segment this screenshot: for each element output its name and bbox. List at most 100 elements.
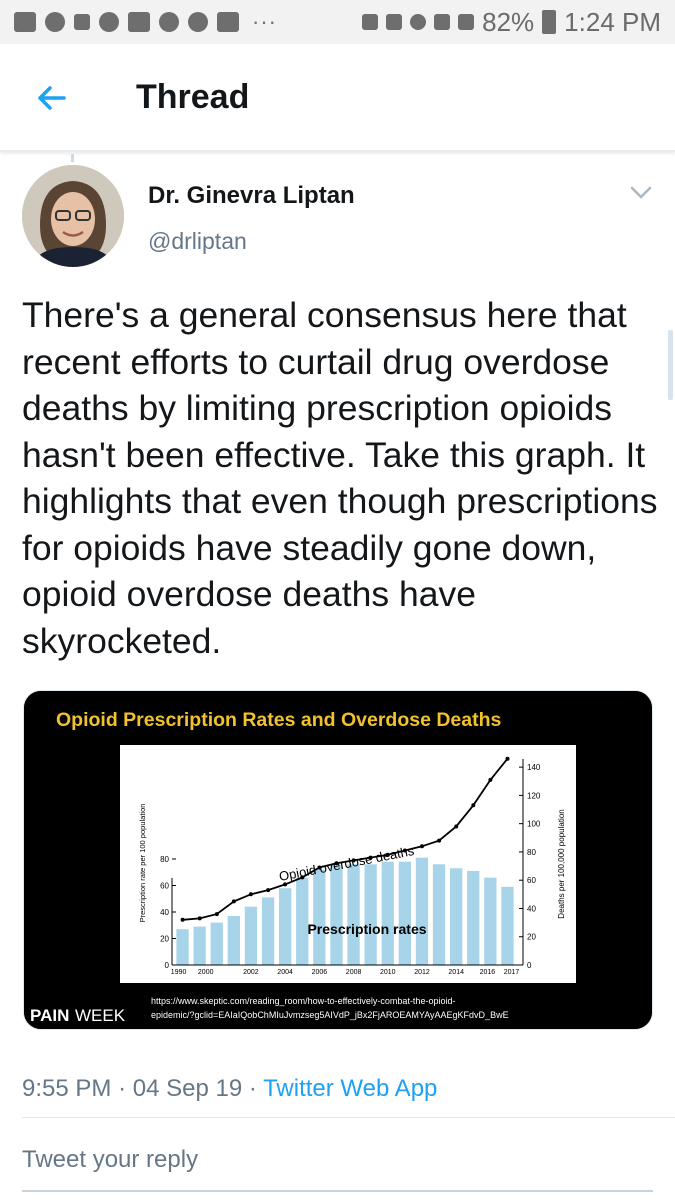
- chart-bar: [227, 916, 240, 965]
- nfc-icon: [362, 14, 379, 30]
- source-link-line2: epidemic/?gclid=EAIaIQobChMIuJvmzseg5AIV…: [151, 1010, 509, 1020]
- chart-bar: [244, 906, 258, 965]
- meta-separator: ·: [248, 1075, 257, 1102]
- painweek-logo-bold: PAIN: [30, 1006, 69, 1025]
- alarm-icon: [410, 14, 427, 30]
- overdose-deaths-point: [334, 861, 339, 866]
- right-axis-tick-label: 100: [527, 820, 541, 829]
- chat-notification-icon: [14, 12, 36, 32]
- overdose-deaths-point: [266, 888, 271, 893]
- x-axis-tick-label: 2010: [380, 969, 396, 976]
- left-axis-title: Prescription rate per 100 population: [138, 804, 147, 923]
- chart-bar: [347, 864, 360, 965]
- back-arrow-icon[interactable]: [34, 80, 70, 116]
- system-status: 82% 1:24 PM: [362, 7, 661, 38]
- avatar-photo: [22, 165, 124, 267]
- overdose-deaths-point: [283, 882, 288, 887]
- tweet-media-image[interactable]: Opioid Prescription Rates and Overdose D…: [23, 690, 653, 1030]
- overdose-deaths-point: [385, 852, 390, 857]
- overdose-deaths-point: [488, 777, 493, 782]
- scrollbar-thumb[interactable]: [668, 330, 673, 400]
- overdose-deaths-point: [317, 865, 322, 870]
- avatar[interactable]: [22, 165, 124, 267]
- facebook-icon: [217, 12, 239, 32]
- tweet-source-link[interactable]: Twitter Web App: [263, 1075, 438, 1102]
- left-axis-tick-label: 80: [160, 855, 169, 864]
- chevron-down-icon[interactable]: [630, 186, 652, 200]
- overdose-deaths-point: [420, 844, 424, 849]
- overdose-deaths-point: [505, 756, 510, 761]
- overdose-deaths-point: [231, 899, 236, 904]
- overdose-deaths-point: [300, 875, 305, 880]
- snapchat-icon-2: [159, 12, 179, 32]
- left-axis-tick-label: 60: [160, 882, 169, 891]
- overdose-deaths-point: [248, 892, 253, 897]
- page-title: Thread: [136, 78, 250, 116]
- painweek-logo-light: WEEK: [75, 1006, 126, 1025]
- chart-image: Opioid Prescription Rates and Overdose D…: [24, 691, 652, 1029]
- messenger-icon: [99, 12, 119, 32]
- overdose-deaths-point: [368, 855, 373, 860]
- signal-icon: [458, 14, 475, 30]
- left-axis-tick-label: 40: [160, 908, 169, 917]
- source-link-line1: https://www.skeptic.com/reading_room/how…: [151, 996, 455, 1006]
- reply-input-underline: [22, 1190, 653, 1192]
- left-axis-tick-label: 0: [165, 961, 170, 970]
- x-axis-tick-label: 2000: [198, 969, 214, 976]
- right-axis-tick-label: 40: [527, 904, 536, 913]
- chart-bar: [501, 886, 514, 965]
- overdose-deaths-point: [402, 848, 407, 853]
- x-axis-tick-label: 2004: [277, 969, 293, 976]
- divider: [22, 1117, 675, 1118]
- status-time: 1:24 PM: [564, 6, 661, 37]
- chart-bar: [484, 877, 497, 965]
- mute-icon: [386, 14, 403, 30]
- author-name[interactable]: Dr. Ginevra Liptan: [148, 182, 355, 209]
- wifi-icon: [434, 14, 451, 30]
- overdose-deaths-point: [214, 912, 219, 917]
- x-axis-tick-label: 2002: [243, 969, 259, 976]
- tweet-date: 04 Sep 19: [132, 1075, 243, 1102]
- snapchat-icon: [45, 12, 65, 32]
- chart-bar: [398, 861, 411, 965]
- x-axis-tick-label: 2012: [414, 969, 430, 976]
- chart-bar: [364, 864, 377, 965]
- x-axis-tick-label: 1990: [171, 969, 187, 976]
- tweet-text: There's a general consensus here that re…: [22, 295, 658, 661]
- chart-bar: [450, 868, 463, 965]
- right-axis-tick-label: 60: [527, 876, 536, 885]
- x-axis-tick-label: 2017: [504, 969, 520, 976]
- status-bar: ··· 82% 1:24 PM: [0, 0, 675, 44]
- chart-bar: [193, 926, 206, 965]
- overdose-deaths-point: [197, 916, 202, 921]
- chart-bar: [313, 869, 326, 965]
- chart-bar: [279, 888, 292, 965]
- chart-bar: [467, 870, 480, 965]
- bar-series-label: Prescription rates: [307, 921, 426, 937]
- chart-title: Opioid Prescription Rates and Overdose D…: [56, 709, 502, 731]
- left-axis-tick-label: 20: [160, 935, 169, 944]
- x-axis-tick-label: 2008: [346, 969, 362, 976]
- x-axis-tick-label: 2014: [448, 969, 464, 976]
- message-bubble-icon: [188, 12, 208, 32]
- overdose-deaths-point: [351, 858, 356, 863]
- overdose-deaths-point: [437, 838, 442, 843]
- chart-bar: [330, 865, 343, 965]
- thread-connector-line: [71, 154, 74, 162]
- right-axis-tick-label: 140: [527, 763, 541, 772]
- battery-icon: [542, 10, 557, 34]
- thread-header: Thread: [0, 44, 675, 152]
- chart-bar: [296, 877, 309, 965]
- overdose-deaths-line: [182, 758, 509, 921]
- voicemail-icon: [74, 14, 90, 30]
- right-axis-tick-label: 120: [527, 791, 541, 800]
- author-handle[interactable]: @drliptan: [148, 228, 247, 254]
- tweet-meta: 9:55 PM · 04 Sep 19 · Twitter Web App: [22, 1075, 437, 1103]
- chart-bar: [415, 857, 429, 965]
- more-notifications-icon: ···: [252, 9, 277, 34]
- right-axis-tick-label: 80: [527, 848, 536, 857]
- right-axis-tick-label: 0: [527, 961, 532, 970]
- right-axis-tick-label: 20: [527, 933, 536, 942]
- overdose-deaths-point: [180, 917, 185, 922]
- reply-input[interactable]: Tweet your reply: [22, 1146, 199, 1173]
